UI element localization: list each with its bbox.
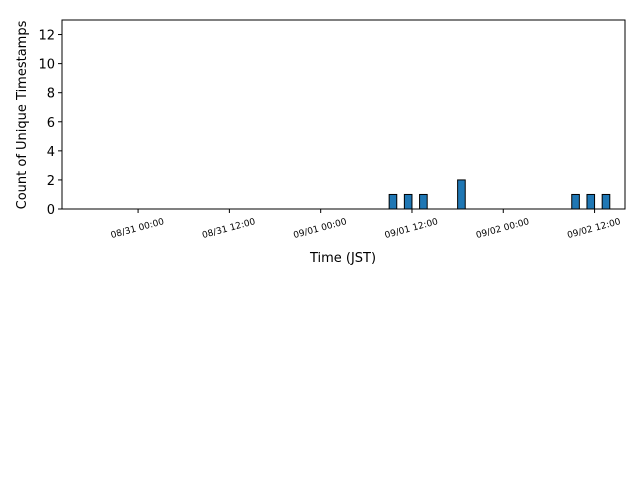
x-axis-label: Time (JST)	[309, 251, 376, 266]
y-tick-label: 6	[47, 116, 55, 131]
y-tick-label: 2	[47, 174, 55, 189]
bar	[601, 193, 611, 210]
bar	[586, 193, 596, 210]
plot-frame	[61, 19, 626, 210]
x-tick-label: 09/01 00:00	[292, 217, 348, 241]
bar	[457, 179, 466, 210]
y-tick-label: 0	[47, 203, 55, 218]
x-tick-label: 09/02 00:00	[475, 217, 531, 241]
y-axis-label: Count of Unique Timestamps	[15, 20, 30, 209]
x-tick-label: 09/01 12:00	[384, 217, 440, 241]
bar	[403, 193, 413, 210]
x-tick-label: 08/31 12:00	[201, 217, 257, 241]
y-tick-label: 8	[47, 87, 55, 102]
y-tick-label: 12	[38, 29, 55, 44]
x-tick-label: 09/02 12:00	[566, 217, 622, 241]
y-tick-label: 4	[47, 145, 55, 160]
x-tick-label: 08/31 00:00	[110, 217, 166, 241]
bar	[419, 193, 428, 210]
y-tick-label: 10	[38, 58, 55, 73]
bar	[388, 193, 398, 210]
bar	[571, 193, 580, 210]
